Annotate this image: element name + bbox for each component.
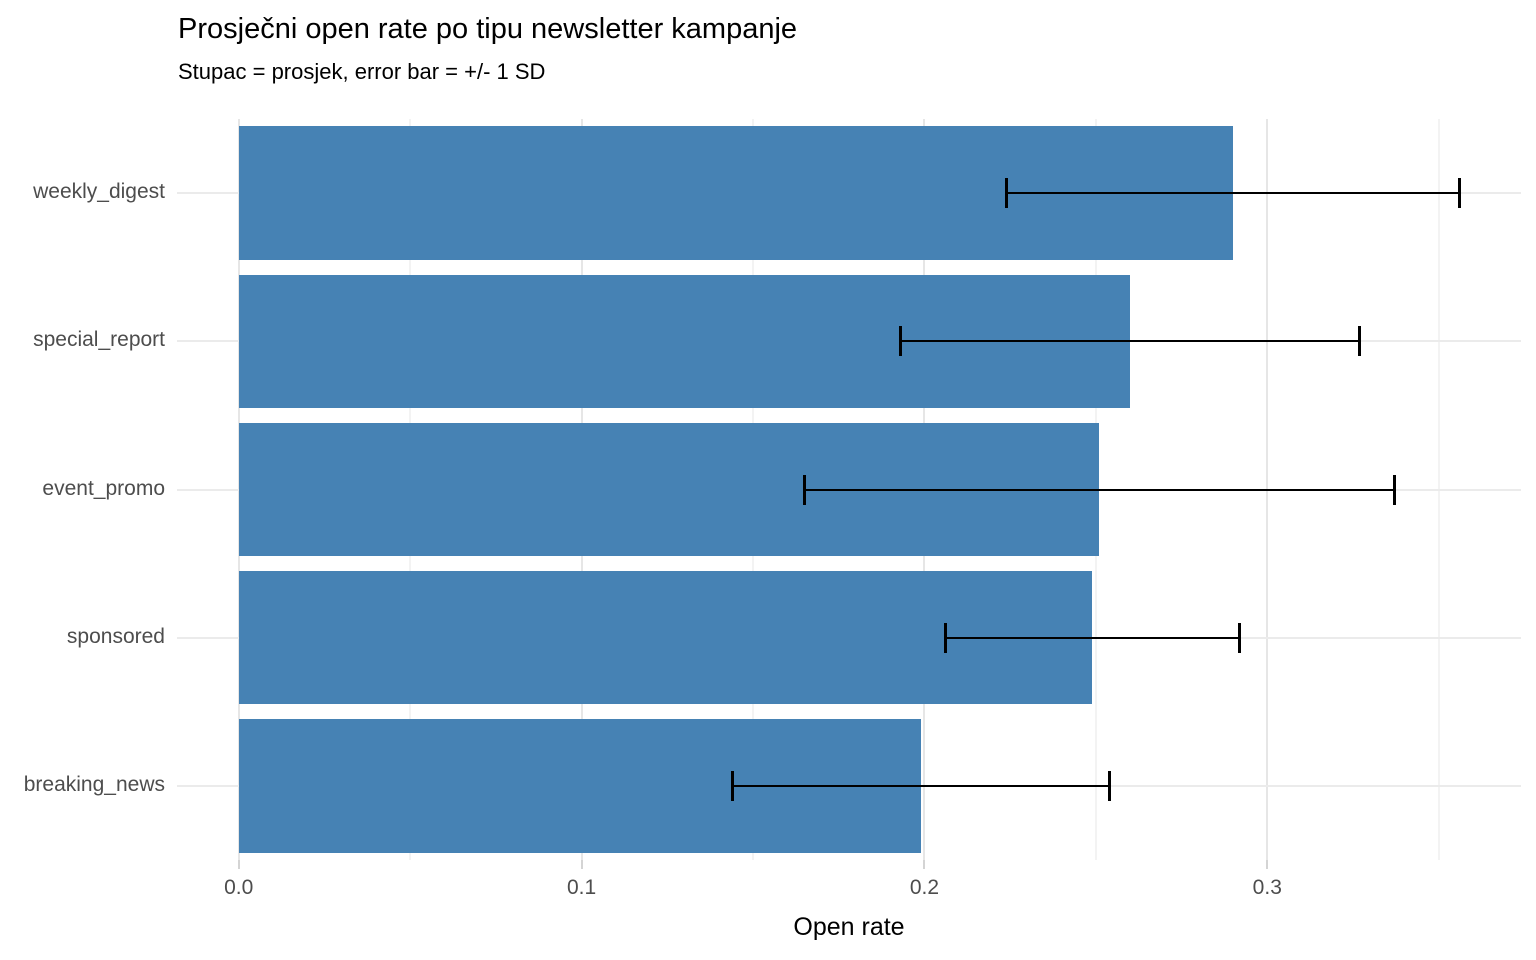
error-bar-cap <box>730 770 734 801</box>
error-bar <box>900 340 1360 343</box>
x-tick-label: 0.3 <box>1252 876 1282 899</box>
error-bar <box>804 488 1395 491</box>
chart-subtitle: Stupac = prosjek, error bar = +/- 1 SD <box>178 59 546 84</box>
y-axis-label: sponsored <box>66 624 165 648</box>
chart-title: Prosječni open rate po tipu newsletter k… <box>178 13 798 45</box>
error-bar <box>1006 192 1460 195</box>
x-tick <box>1266 860 1269 869</box>
error-bar <box>945 636 1240 639</box>
error-bar-cap <box>1108 770 1112 801</box>
x-tick-label: 0.1 <box>566 876 597 899</box>
error-bar-cap <box>943 622 947 653</box>
x-tick <box>237 860 240 869</box>
error-bar-cap <box>1392 474 1396 505</box>
x-axis-title: Open rate <box>793 913 905 941</box>
x-tick-label: 0.0 <box>224 876 254 899</box>
error-bar-cap <box>1358 326 1362 357</box>
x-tick <box>580 860 583 869</box>
error-bar-cap <box>1457 178 1461 209</box>
y-axis-label: event_promo <box>42 476 165 500</box>
error-bar-cap <box>898 326 902 357</box>
plot-panel <box>177 119 1521 860</box>
x-tick-label: 0.2 <box>909 876 940 899</box>
y-axis-label: weekly_digest <box>33 180 165 204</box>
y-axis-label: breaking_news <box>23 772 165 796</box>
x-tick <box>923 860 926 869</box>
error-bar-cap <box>1005 178 1009 209</box>
error-bar-cap <box>802 474 806 505</box>
y-axis-label: special_report <box>33 328 165 352</box>
error-bar <box>732 784 1110 787</box>
error-bar-cap <box>1238 622 1242 653</box>
